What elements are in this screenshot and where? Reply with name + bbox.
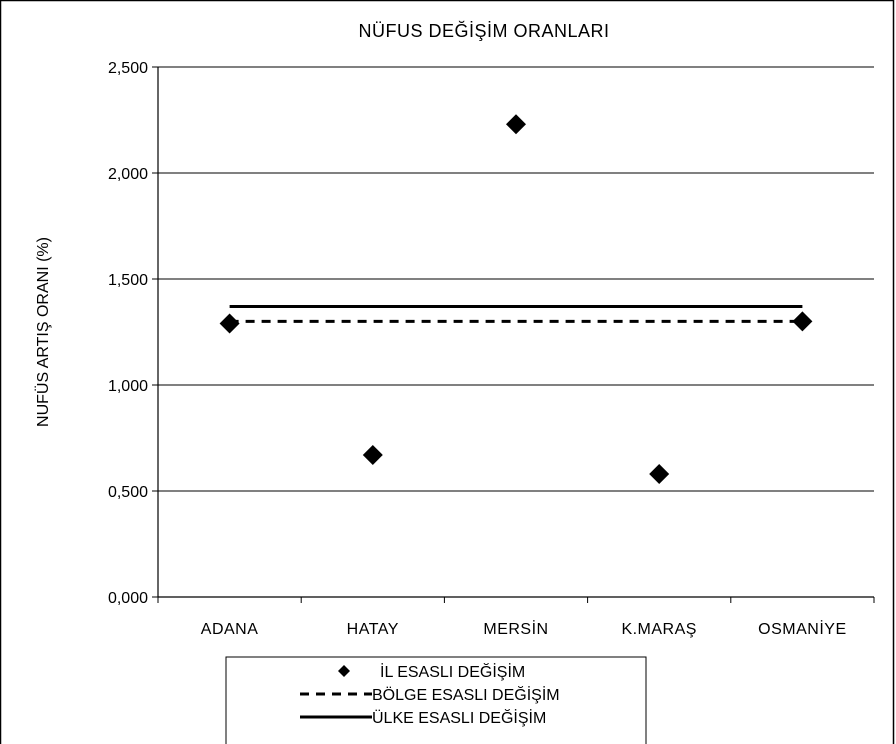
y-tick-label: 1,500 [108, 272, 148, 289]
y-axis-label: NUFÜS ARTIŞ ORANI (%) [34, 237, 52, 427]
data-point-il [792, 311, 813, 332]
x-tick-label: ADANA [201, 621, 259, 638]
legend: İL ESASLI DEĞİŞİM BÖLGE ESASLI DEĞİŞİM ÜLK… [225, 656, 647, 744]
y-tick-label: 1,000 [108, 378, 148, 395]
x-tick-label: OSMANİYE [758, 619, 846, 638]
legend-box [225, 656, 647, 744]
y-tick-label: 2,000 [108, 166, 148, 183]
plot-area: 0,000 0,500 1,000 1,500 2,000 2,500 ADANA HATAY… [34, 60, 875, 638]
y-tick-label: 2,500 [108, 60, 148, 77]
y-tick-label: 0,000 [108, 590, 148, 607]
x-tick-label: K.MARAŞ [621, 621, 697, 638]
data-point-il [362, 444, 383, 465]
data-point-il [219, 313, 240, 334]
data-point-il [506, 114, 526, 135]
data-point-il [649, 464, 670, 485]
legend-marker [338, 665, 350, 677]
legend-label: BÖLGE ESASLI DEĞİŞİM [372, 685, 560, 704]
x-tick-label: HATAY [347, 621, 399, 638]
y-tick-label: 0,500 [108, 484, 148, 501]
legend-label: İL ESASLI DEĞİŞİM [380, 662, 525, 681]
legend-label: ÜLKE ESASLI DEĞİŞİM [372, 708, 546, 727]
x-tick-label: MERSİN [483, 619, 548, 638]
chart-title: NÜFUS DEĞİŞİM ORANLARI [358, 20, 609, 41]
